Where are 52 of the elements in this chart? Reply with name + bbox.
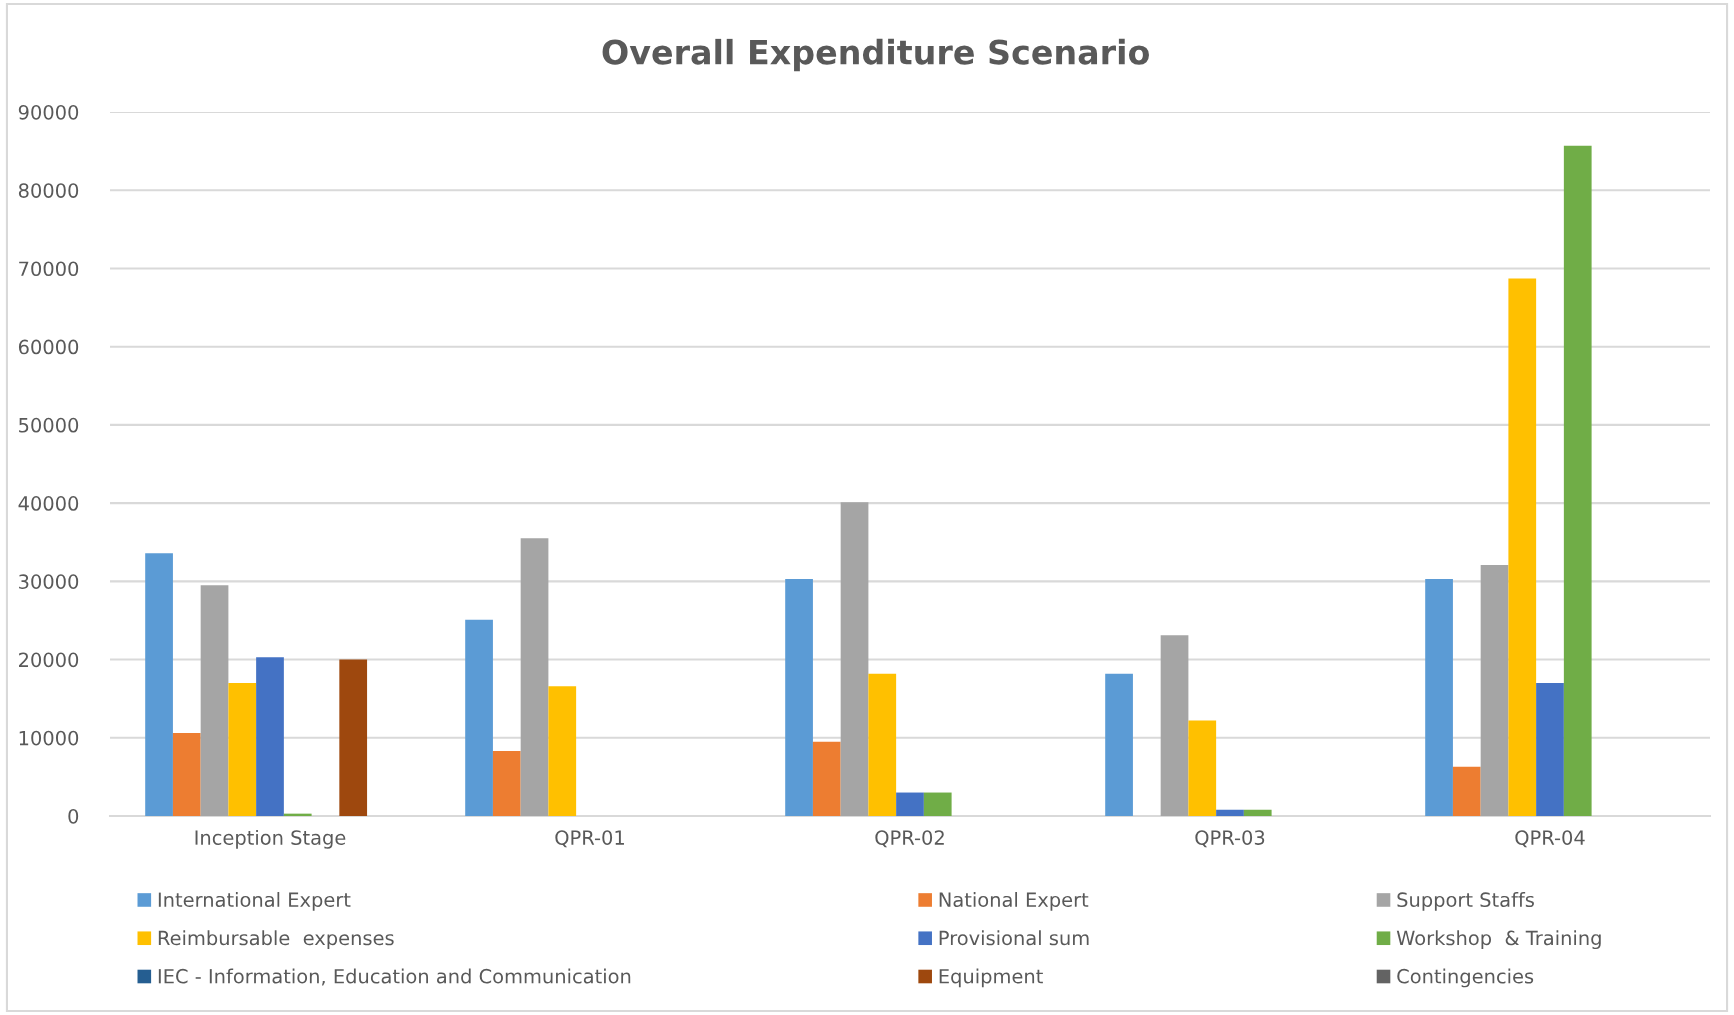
- y-tick-label: 60000: [18, 339, 79, 355]
- bar: [1480, 564, 1509, 816]
- y-tick-label: 80000: [18, 183, 79, 198]
- chart-title: Overall Expenditure Scenario: [602, 38, 1149, 72]
- bar: [520, 538, 549, 816]
- bar: [1160, 635, 1189, 816]
- bar: [172, 733, 201, 816]
- y-tick-label: 20000: [19, 652, 79, 668]
- legend-label: Support Staffs: [1397, 892, 1534, 911]
- legend-label: National Expert: [939, 892, 1089, 911]
- bar: [1105, 673, 1133, 816]
- legend-label: Reimbursable expenses: [158, 930, 394, 950]
- bar: [256, 657, 284, 816]
- bar: [896, 792, 924, 816]
- bar: [1563, 145, 1592, 816]
- bar: [465, 619, 493, 816]
- bar: [200, 585, 229, 816]
- bar: [812, 741, 841, 816]
- legend-label: IEC - Information, Education and Communication: [158, 968, 631, 986]
- bar: [868, 673, 897, 816]
- y-tick-label: 70000: [19, 261, 79, 277]
- x-tick-label: Inception Stage: [195, 829, 346, 849]
- bar: [492, 751, 521, 816]
- legend-label: Workshop & Training: [1396, 930, 1601, 950]
- legend-label: Equipment: [939, 968, 1043, 988]
- legend-label: Contingencies: [1397, 968, 1534, 988]
- y-tick-label: 0: [68, 808, 79, 824]
- bar: [339, 659, 368, 816]
- bar: [840, 502, 869, 816]
- x-tick-label: QPR-02: [875, 830, 944, 848]
- x-tick-label: QPR-01: [555, 830, 624, 848]
- bar: [923, 792, 952, 816]
- bar: [1536, 683, 1564, 816]
- legend-label: Provisional sum: [939, 930, 1089, 946]
- x-tick-label: QPR-03: [1195, 830, 1265, 848]
- y-tick-label: 30000: [19, 574, 79, 589]
- bar: [1216, 809, 1244, 816]
- legend-label: International Expert: [158, 892, 351, 911]
- bar: [1425, 578, 1453, 816]
- bar: [1243, 809, 1272, 816]
- bar: [1188, 720, 1217, 816]
- bar: [145, 553, 173, 816]
- y-tick-label: 40000: [18, 496, 79, 511]
- y-tick-label: 90000: [18, 104, 79, 120]
- bar: [228, 683, 257, 816]
- y-tick-label: 50000: [19, 417, 79, 433]
- bar: [785, 578, 813, 816]
- bar: [1452, 766, 1481, 816]
- x-tick-label: QPR-04: [1515, 830, 1585, 848]
- y-tick-label: 10000: [19, 730, 79, 746]
- bar: [1508, 278, 1537, 816]
- bar: [548, 686, 577, 816]
